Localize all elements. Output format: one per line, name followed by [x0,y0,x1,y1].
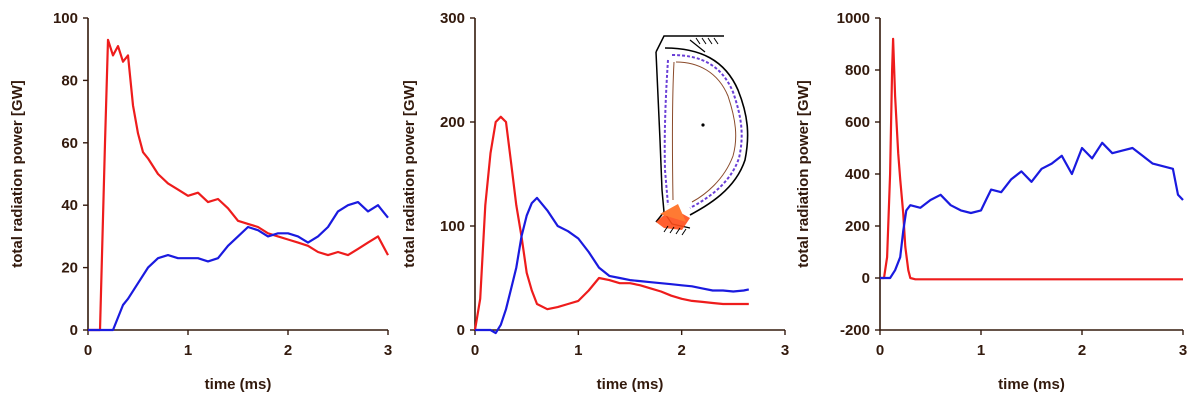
x-tick-label: 0 [876,342,884,359]
chart-1: 0 20 40 60 80 100 0 1 2 3 time (ms) total radiation… [9,10,392,393]
y-tick-label: 200 [440,114,465,131]
series-line-1 [473,115,749,331]
y-tick-label: 40 [61,197,78,214]
x-tick-label: 2 [284,342,292,359]
chart-2: 0 100 200 300 0 1 2 3 time (ms) total radiation p… [401,10,789,393]
y-tick-label: 600 [845,114,870,131]
chart-3: -200 0 200 400 600 800 1000 0 1 2 3 time (ms) total … [795,10,1187,393]
y-tick-label: 0 [70,322,78,339]
series-line-1 [880,37,1183,281]
y-tick-label: 0 [862,270,870,287]
series-line-2 [88,201,389,332]
y-tick-label: 200 [845,218,870,235]
y-tick-label: 300 [440,10,465,27]
series-line-2 [475,196,750,335]
x-axis-label: time (ms) [205,376,272,393]
x-tick-label: 0 [84,342,92,359]
x-tick-label: 1 [574,342,582,359]
y-tick-label: 100 [53,10,78,27]
series-line-2 [880,141,1184,280]
y-tick-label: 100 [440,218,465,235]
axis-lines [87,18,388,331]
y-axis-label: total radiation power [GW] [795,80,812,268]
x-tick-label: 1 [184,342,192,359]
y-tick-label: 20 [61,260,78,277]
y-tick-label: 1000 [837,10,870,27]
y-tick-label: 800 [845,62,870,79]
x-axis-label: time (ms) [998,376,1065,393]
x-axis-label: time (ms) [597,376,664,393]
x-tick-label: 3 [384,342,392,359]
x-tick-label: 3 [781,342,789,359]
y-tick-label: -200 [840,322,870,339]
y-tick-label: 400 [845,166,870,183]
y-tick-label: 80 [61,72,78,89]
x-tick-label: 1 [977,342,985,359]
x-tick-label: 2 [677,342,685,359]
x-tick-label: 3 [1179,342,1187,359]
x-tick-label: 2 [1078,342,1086,359]
y-axis-label: total radiation power [GW] [401,80,418,268]
x-tick-label: 0 [471,342,479,359]
series-line-1 [88,38,389,332]
y-tick-label: 0 [457,322,465,339]
axis-lines [879,18,1183,331]
vessel-cross-section-inset [655,35,749,236]
y-axis-label: total radiation power [GW] [9,80,26,268]
y-tick-label: 60 [61,135,78,152]
